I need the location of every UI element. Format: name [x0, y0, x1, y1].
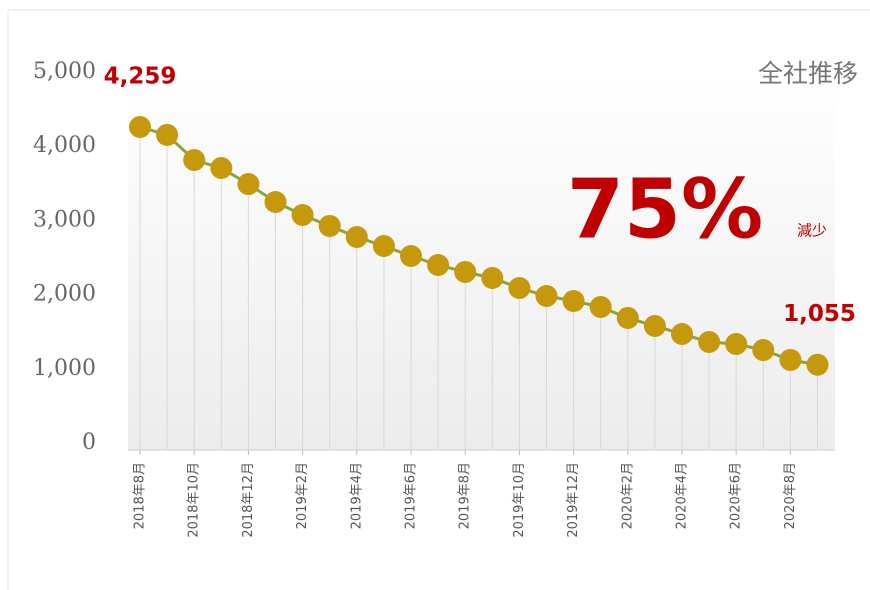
y-tick-label: 4,000	[33, 133, 96, 158]
x-tick-label: 2019年4月	[349, 462, 364, 529]
y-tick-label: 0	[82, 430, 96, 455]
x-tick-label: 2020年8月	[783, 462, 798, 529]
y-tick-label: 1,000	[33, 356, 96, 381]
data-point	[508, 276, 531, 299]
data-point	[725, 333, 748, 356]
data-point	[616, 306, 639, 329]
data-point	[481, 266, 504, 289]
x-tick-label: 2020年4月	[675, 462, 690, 529]
y-tick-label: 3,000	[33, 207, 96, 232]
data-point	[806, 353, 829, 376]
data-point	[698, 331, 721, 354]
chart-title: 全社推移	[758, 59, 858, 88]
data-point	[291, 203, 314, 226]
data-point	[237, 173, 260, 196]
data-point	[345, 226, 368, 249]
x-tick-label: 2018年8月	[133, 462, 148, 529]
x-tick-label: 2019年12月	[566, 462, 581, 538]
x-tick-label: 2018年10月	[187, 462, 202, 538]
data-point	[427, 253, 450, 276]
data-point	[589, 295, 612, 318]
data-point	[535, 285, 558, 308]
data-point	[671, 323, 693, 346]
y-tick-label: 2,000	[33, 282, 96, 307]
x-tick-label: 2019年10月	[512, 462, 527, 538]
data-point	[129, 115, 151, 138]
x-tick-label: 2019年8月	[458, 462, 473, 529]
data-label: 1,055	[783, 301, 856, 327]
x-tick-label: 2019年2月	[295, 462, 310, 529]
y-tick-label: 5,000	[33, 59, 96, 84]
data-point	[372, 234, 395, 257]
annotation: 75%	[567, 162, 763, 257]
x-tick-label: 2019年6月	[404, 462, 419, 529]
data-point	[183, 149, 206, 172]
data-point	[264, 190, 287, 213]
plot-area	[128, 72, 835, 450]
data-label: 4,259	[104, 63, 177, 89]
data-point	[779, 348, 802, 371]
annotation: 減少	[797, 222, 827, 240]
data-point	[210, 157, 233, 180]
data-point	[643, 314, 666, 337]
x-tick-label: 2020年6月	[729, 462, 744, 529]
data-point	[562, 289, 585, 312]
data-point	[752, 339, 775, 362]
data-point	[318, 214, 341, 237]
data-point	[156, 123, 179, 146]
x-tick-label: 2018年12月	[241, 462, 256, 538]
data-point	[400, 245, 422, 268]
data-point	[454, 260, 477, 283]
x-tick-label: 2020年2月	[620, 462, 635, 529]
